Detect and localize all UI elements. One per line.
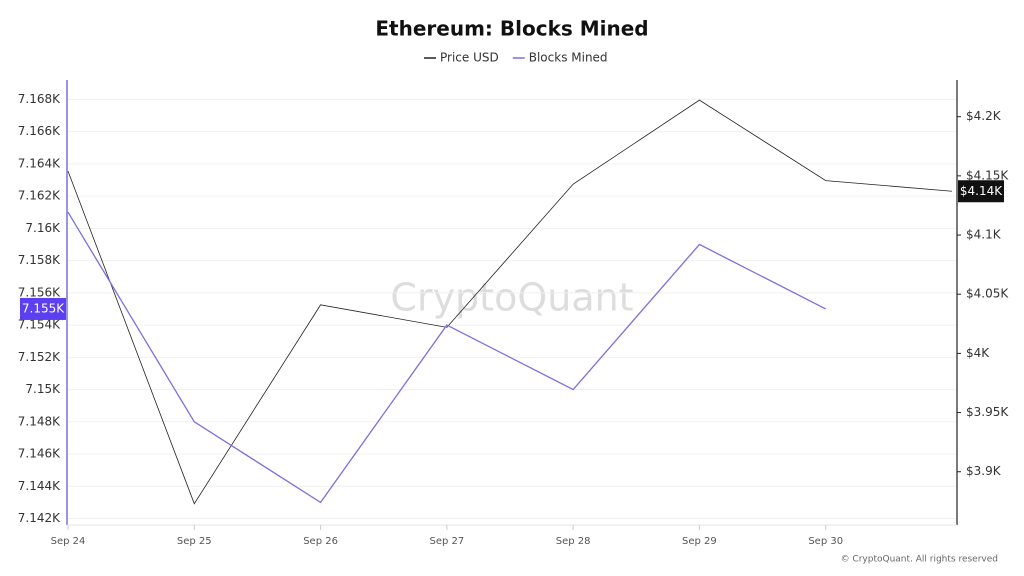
y-tick-label: 7.148K bbox=[18, 414, 61, 428]
y-tick-label: 7.164K bbox=[18, 156, 61, 170]
series-line bbox=[67, 99, 953, 505]
value-label: $4.14K bbox=[960, 184, 1003, 198]
y2-tick-label: $4K bbox=[966, 346, 990, 360]
y-tick-label: 7.162K bbox=[18, 189, 61, 203]
y-tick-label: 7.16K bbox=[25, 221, 61, 235]
y-tick-label: 7.146K bbox=[18, 447, 61, 461]
x-tick-label: Sep 29 bbox=[682, 536, 717, 547]
y2-tick-label: $3.95K bbox=[966, 405, 1009, 419]
y-tick-label: 7.15K bbox=[25, 382, 61, 396]
copyright: © CryptoQuant. All rights reserved bbox=[841, 555, 998, 565]
y-tick-label: 7.154K bbox=[18, 318, 61, 332]
y-tick-label: 7.152K bbox=[18, 350, 61, 364]
x-tick-label: Sep 25 bbox=[177, 536, 212, 547]
series-line bbox=[67, 211, 827, 504]
y-tick-label: 7.144K bbox=[18, 479, 61, 493]
legend-label: Blocks Mined bbox=[529, 51, 608, 65]
x-tick-label: Sep 28 bbox=[556, 536, 591, 547]
y2-tick-label: $4.15K bbox=[966, 168, 1009, 182]
chart-title: Ethereum: Blocks Mined bbox=[375, 17, 648, 41]
value-label-bg bbox=[958, 180, 1004, 203]
y-tick-label: 7.156K bbox=[18, 285, 61, 299]
y-tick-label: 7.168K bbox=[18, 92, 61, 106]
y2-tick-label: $4.2K bbox=[966, 109, 1002, 123]
x-tick-label: Sep 24 bbox=[51, 536, 86, 547]
value-label: 7.155K bbox=[22, 301, 65, 315]
value-label-bg bbox=[20, 297, 66, 320]
y-tick-label: 7.158K bbox=[18, 253, 61, 267]
y-tick-label: 7.166K bbox=[18, 124, 61, 138]
x-tick-label: Sep 27 bbox=[429, 536, 464, 547]
x-tick-label: Sep 30 bbox=[808, 536, 843, 547]
watermark: CryptoQuant bbox=[390, 276, 633, 320]
y2-tick-label: $4.1K bbox=[966, 228, 1002, 242]
value-label-box: 7.155K bbox=[20, 297, 66, 320]
y2-tick-label: $3.9K bbox=[966, 464, 1002, 478]
value-label-box: $4.14K bbox=[958, 180, 1004, 203]
legend-label: Price USD bbox=[440, 51, 499, 65]
y-tick-label: 7.142K bbox=[18, 511, 61, 525]
x-tick-label: Sep 26 bbox=[303, 536, 338, 547]
y2-tick-label: $4.05K bbox=[966, 287, 1009, 301]
